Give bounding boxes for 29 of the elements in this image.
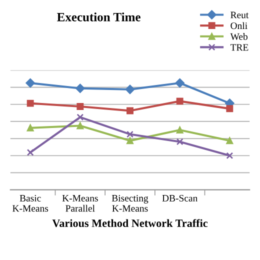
x-tick-label: Basic K-Means xyxy=(12,194,48,212)
chart-title: Execution Time xyxy=(57,12,140,22)
legend-label: Onli xyxy=(230,22,248,30)
point xyxy=(176,98,184,105)
point xyxy=(126,107,134,114)
legend-label: Reut xyxy=(230,12,249,18)
point xyxy=(175,78,184,88)
point xyxy=(76,114,84,121)
point xyxy=(126,130,134,138)
point xyxy=(76,84,85,93)
x-tick-label: K-Means Parallel xyxy=(62,195,98,212)
legend-label: Web xyxy=(230,33,248,40)
point xyxy=(76,122,84,130)
legend-label: TRE xyxy=(230,44,248,51)
point xyxy=(226,152,234,160)
point xyxy=(26,78,35,88)
point xyxy=(176,126,184,134)
point xyxy=(125,84,135,94)
point xyxy=(126,137,134,144)
x-tick-label: DB-Scan xyxy=(162,194,198,202)
point xyxy=(226,105,234,112)
point xyxy=(76,103,84,110)
point xyxy=(26,148,34,156)
x-axis-title: Various Method Network Traffic xyxy=(52,219,208,228)
point xyxy=(26,124,34,132)
point xyxy=(226,137,234,144)
point xyxy=(176,138,184,146)
point xyxy=(26,100,34,107)
x-tick-label: Bisecting K-Means xyxy=(112,194,148,212)
